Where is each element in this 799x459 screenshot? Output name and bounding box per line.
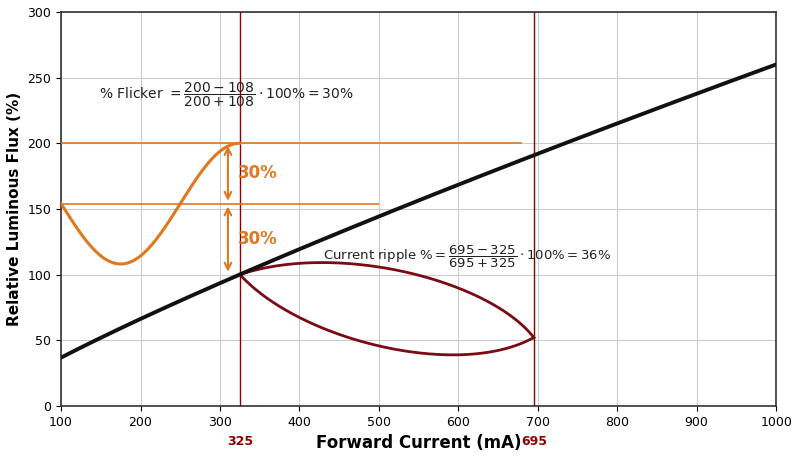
Text: % Flicker $= \dfrac{200 - 108}{200 + 108} \cdot 100\% = 30\%$: % Flicker $= \dfrac{200 - 108}{200 + 108…	[99, 80, 354, 108]
Text: 695: 695	[521, 435, 547, 448]
Text: Current ripple $\% = \dfrac{695 - 325}{695 + 325} \cdot 100\% = 36\%$: Current ripple $\% = \dfrac{695 - 325}{6…	[324, 244, 611, 270]
Y-axis label: Relative Luminous Flux (%): Relative Luminous Flux (%)	[7, 92, 22, 326]
X-axis label: Forward Current (mA): Forward Current (mA)	[316, 434, 522, 452]
Text: 30%: 30%	[237, 230, 277, 248]
Text: 30%: 30%	[237, 164, 277, 182]
Text: 325: 325	[227, 435, 253, 448]
